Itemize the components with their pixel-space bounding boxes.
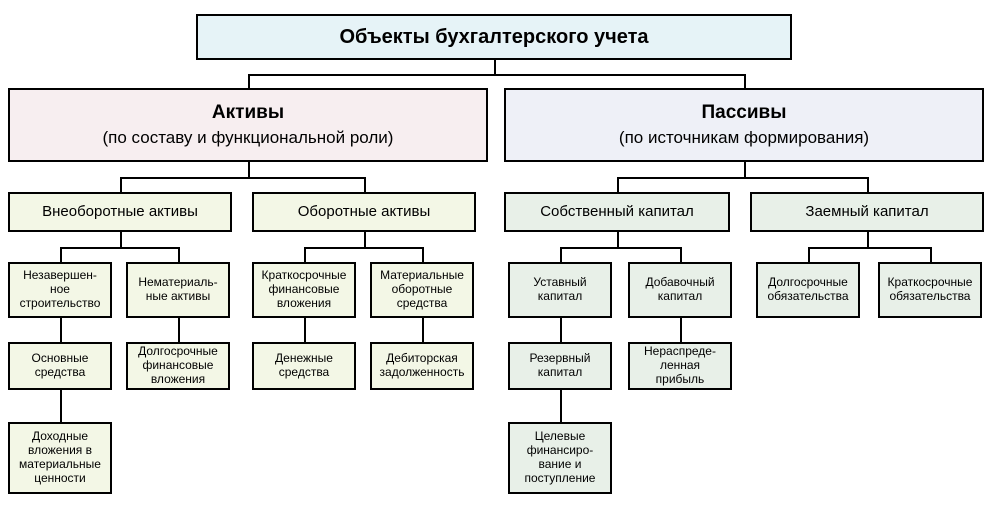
connector	[680, 247, 682, 262]
connector	[304, 247, 306, 262]
leaf-node: Добавочный капитал	[628, 262, 732, 318]
liabilities-title: Пассивы	[619, 102, 869, 124]
noncurrent-assets-node: Внеоборотные активы	[8, 192, 232, 232]
connector	[60, 390, 62, 422]
connector	[304, 318, 306, 342]
assets-subtitle: (по составу и функциональной роли)	[103, 128, 394, 148]
leaf-node: Незавершен- ное строительство	[8, 262, 112, 318]
connector	[560, 390, 562, 422]
root-label: Объекты бухгалтерского учета	[339, 26, 648, 49]
connector	[422, 318, 424, 342]
assets-title: Активы	[103, 102, 394, 124]
connector	[930, 247, 932, 262]
connector	[560, 247, 562, 262]
leaf-node: Долгосрочные обязательства	[756, 262, 860, 318]
connector	[494, 60, 496, 74]
connector	[617, 177, 867, 179]
connector	[248, 74, 250, 88]
connector	[744, 74, 746, 88]
connector	[560, 318, 562, 342]
connector	[60, 318, 62, 342]
leaf-node: Уставный капитал	[508, 262, 612, 318]
root-node: Объекты бухгалтерского учета	[196, 14, 792, 60]
debt-node: Заемный капитал	[750, 192, 984, 232]
leaf-node: Долгосрочные финансовые вложения	[126, 342, 230, 390]
liabilities-subtitle: (по источникам формирования)	[619, 128, 869, 148]
liabilities-node: Пассивы (по источникам формирования)	[504, 88, 984, 162]
equity-node: Собственный капитал	[504, 192, 730, 232]
connector	[304, 247, 422, 249]
assets-node: Активы (по составу и функциональной роли…	[8, 88, 488, 162]
connector	[248, 74, 744, 76]
connector	[364, 177, 366, 192]
connector	[560, 247, 680, 249]
connector	[120, 232, 122, 247]
connector	[248, 162, 250, 177]
connector	[364, 232, 366, 247]
leaf-node: Материальные оборотные средства	[370, 262, 474, 318]
current-assets-node: Оборотные активы	[252, 192, 476, 232]
connector	[120, 177, 122, 192]
connector	[60, 247, 178, 249]
connector	[867, 177, 869, 192]
leaf-node: Краткосрочные обязательства	[878, 262, 982, 318]
connector	[617, 177, 619, 192]
connector	[422, 247, 424, 262]
leaf-node: Краткосрочные финансовые вложения	[252, 262, 356, 318]
leaf-node: Нематериаль- ные активы	[126, 262, 230, 318]
leaf-node: Основные средства	[8, 342, 112, 390]
leaf-node: Резервный капитал	[508, 342, 612, 390]
connector	[680, 318, 682, 342]
leaf-node: Нераспреде- ленная прибыль	[628, 342, 732, 390]
connector	[808, 247, 810, 262]
connector	[744, 162, 746, 177]
connector	[867, 232, 869, 247]
leaf-node: Доходные вложения в материальные ценност…	[8, 422, 112, 494]
connector	[178, 318, 180, 342]
connector	[60, 247, 62, 262]
connector	[617, 232, 619, 247]
connector	[808, 247, 930, 249]
connector	[120, 177, 364, 179]
leaf-node: Целевые финансиро- вание и поступление	[508, 422, 612, 494]
connector	[178, 247, 180, 262]
leaf-node: Денежные средства	[252, 342, 356, 390]
leaf-node: Дебиторская задолженность	[370, 342, 474, 390]
